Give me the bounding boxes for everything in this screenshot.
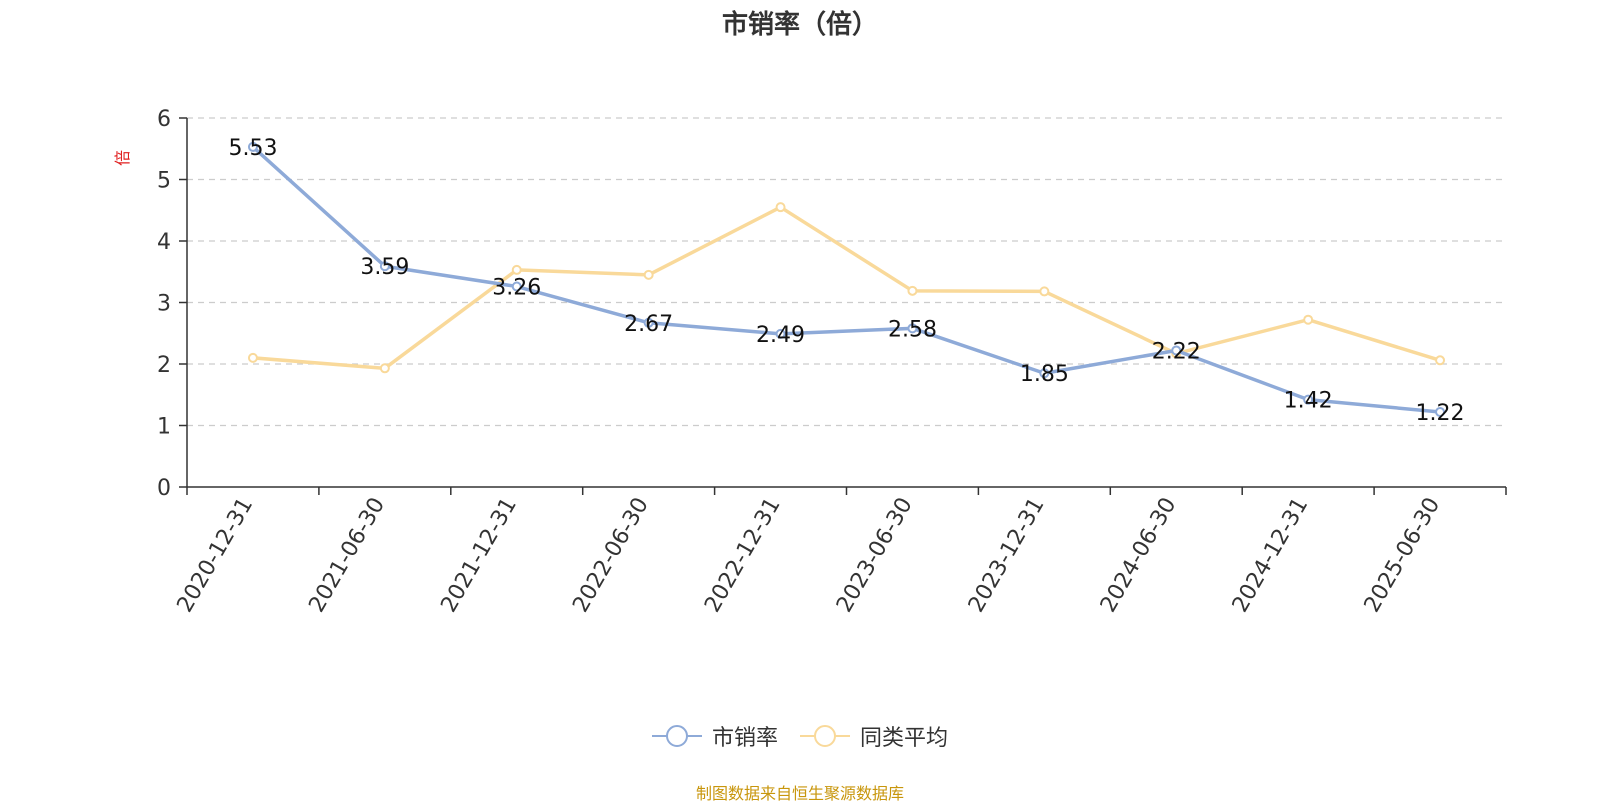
y-tick-label: 4 [157,230,171,255]
x-tick-label: 2022-12-31 [700,494,786,617]
y-tick-label: 5 [157,169,171,194]
data-point-series-1 [1039,368,1050,379]
x-tick-label: 2023-06-30 [832,493,918,616]
y-axis-unit-label: 倍 [113,150,132,166]
x-tick-label: 2021-06-30 [304,493,390,616]
data-point-series-2 [379,363,390,374]
legend: 市销率 同类平均 [0,720,1600,752]
data-point-series-1 [1171,345,1182,356]
x-tick-label: 2021-12-31 [436,494,522,617]
data-label: 5.53 [228,136,277,161]
series-line-2 [252,205,1441,371]
data-label: 1.85 [1020,362,1069,387]
data-point-series-2 [1435,355,1446,366]
y-tick-label: 0 [157,476,171,501]
data-point-series-1 [511,281,522,292]
x-tick-label: 2020-12-31 [173,494,259,617]
series-line-1 [251,145,1441,414]
series-lines [247,141,1446,417]
data-point-series-1 [643,317,654,328]
data-label: 2.49 [756,323,805,348]
source-note: 制图数据来自恒生聚源数据库 [695,784,904,803]
data-point-series-2 [775,202,786,213]
data-point-series-2 [1039,286,1050,297]
x-tick-label: 2025-06-30 [1360,494,1446,617]
data-label: 2.58 [888,317,937,342]
chart-title: 市销率（倍） [721,10,878,40]
x-tick-label: 2022-06-30 [568,494,654,617]
data-point-series-1 [775,328,786,339]
data-point-series-2 [643,269,654,280]
x-tick-label: 2023-12-31 [964,494,1050,617]
x-tick-label: 2024-12-31 [1228,494,1314,617]
data-label: 1.42 [1284,389,1333,414]
legend-label-series-1: 市销率 [711,726,778,751]
data-label: 3.26 [492,276,541,301]
data-labels: 5.53 3.59 3.26 2.67 2.49 2.58 1.85 2.22 1.42 1.22 [228,136,1464,426]
data-point-series-1 [907,323,918,334]
legend-label-series-2: 同类平均 [860,726,949,751]
legend-marker-series-1 [651,724,702,748]
data-label: 3.59 [360,255,409,280]
data-label: 1.22 [1416,401,1465,426]
data-point-series-2 [907,285,918,296]
y-tick-label: 1 [157,415,171,440]
data-point-series-1 [379,261,390,272]
legend-marker-series-2 [800,724,850,748]
data-point-series-2 [247,352,258,363]
axes: 0 1 2 3 4 5 6 2020-12-31 2021-06-30 2021-12-31 202… [157,107,1507,617]
y-tick-label: 6 [157,107,171,132]
data-point-series-2 [511,264,522,275]
data-label: 2.67 [624,312,673,337]
data-label: 2.22 [1152,339,1201,364]
data-point-series-1 [1435,406,1446,417]
legend-item-series-2[interactable]: 同类平均 [800,720,948,752]
data-point-series-2 [1303,314,1314,325]
y-tick-label: 3 [157,292,171,317]
y-tick-label: 2 [157,353,171,378]
data-point-series-1 [1303,394,1314,405]
x-tick-label: 2024-06-30 [1096,494,1182,617]
data-point-series-1 [247,141,258,152]
legend-item-series-1[interactable]: 市销率 [651,720,778,752]
